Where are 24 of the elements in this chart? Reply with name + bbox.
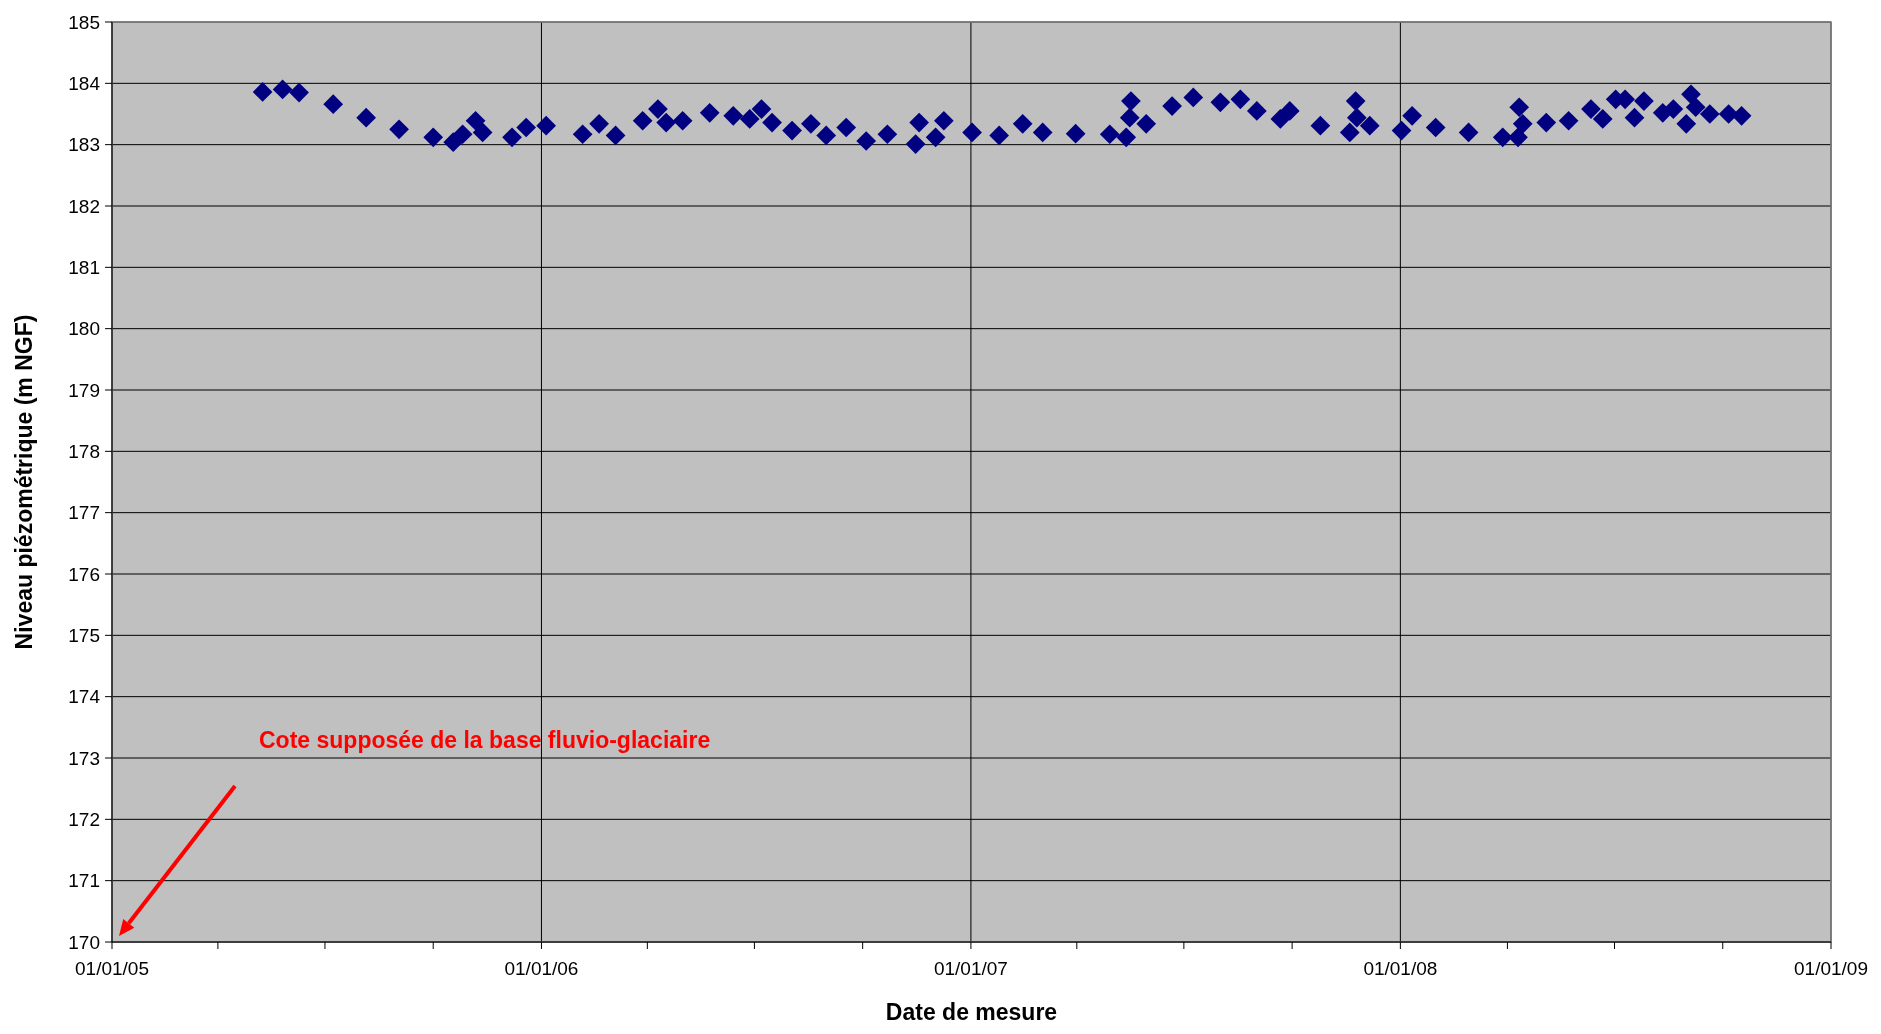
y-tick-label: 184 <box>68 72 101 94</box>
x-tick-label: 01/01/06 <box>504 958 579 979</box>
y-tick-label: 176 <box>68 563 100 585</box>
y-axis-title: Niveau piézométrique (m NGF) <box>11 314 37 650</box>
y-tick-label: 172 <box>68 808 100 830</box>
y-tick-label: 178 <box>68 440 100 462</box>
y-tick-label: 180 <box>68 318 100 340</box>
y-tick-label: 170 <box>68 931 100 953</box>
x-tick-label: 01/01/08 <box>1363 958 1438 979</box>
y-tick-label: 183 <box>68 134 100 156</box>
x-tick-label: 01/01/07 <box>933 958 1008 979</box>
y-tick-label: 185 <box>68 11 100 33</box>
x-tick-label: 01/01/05 <box>75 958 149 979</box>
x-tick-label: 01/01/09 <box>1794 958 1868 979</box>
y-tick-label: 182 <box>68 195 100 217</box>
x-axis-title: Date de mesure <box>885 999 1058 1025</box>
y-tick-label: 174 <box>68 686 101 708</box>
y-tick-label: 177 <box>68 502 100 524</box>
y-tick-label: 175 <box>68 624 100 646</box>
y-tick-label: 171 <box>68 870 100 892</box>
y-tick-label: 181 <box>68 256 100 278</box>
annotation: Cote supposée de la base fluvio-glaciaire <box>259 727 711 753</box>
y-tick-label: 179 <box>68 379 100 401</box>
y-tick-label: 173 <box>68 747 100 769</box>
